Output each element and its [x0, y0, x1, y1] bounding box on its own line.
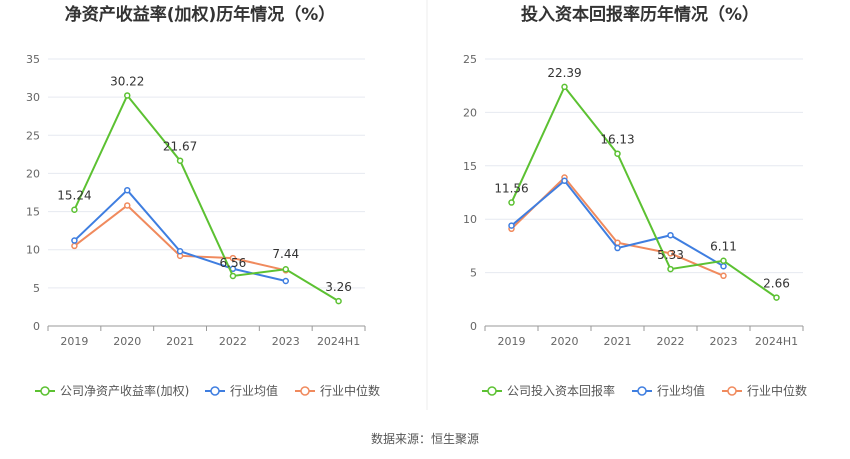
data-point	[614, 150, 621, 157]
data-label: 2.66	[763, 277, 790, 291]
data-point	[124, 92, 131, 99]
legend-item-2[interactable]: 行业均值	[632, 383, 705, 398]
data-label: 3.26	[325, 280, 352, 294]
y-tick-label: 15	[26, 206, 40, 219]
x-tick-label: 2020	[551, 335, 579, 348]
y-tick-label: 20	[463, 106, 477, 119]
x-tick-label: 2020	[113, 335, 141, 348]
x-tick-label: 2019	[498, 335, 526, 348]
data-point	[124, 202, 131, 209]
x-tick-label: 2021	[604, 335, 632, 348]
data-point	[720, 257, 727, 264]
legend-swatch-marker	[210, 386, 220, 396]
y-tick-label: 20	[26, 167, 40, 180]
series-line-2	[73, 188, 286, 282]
legend-label: 公司净资产收益率(加权)	[60, 383, 189, 398]
y-tick-label: 35	[26, 53, 40, 66]
data-point	[667, 265, 674, 273]
y-tick-label: 30	[26, 91, 40, 104]
x-tick-label: 2024H1	[317, 335, 360, 348]
x-tick-label: 2022	[219, 335, 247, 348]
legend-item-2[interactable]: 行业均值	[205, 383, 278, 398]
series-line-1	[510, 84, 778, 299]
x-tick-label: 2021	[166, 335, 194, 348]
y-tick-label: 25	[463, 53, 477, 66]
data-point	[720, 272, 727, 280]
data-point	[282, 265, 289, 273]
chart-panel-2: 投入资本回报率历年情况（%） 0 5 10 15 20 25 2019 2020 2021 2022…	[463, 4, 807, 398]
data-label: 11.56	[494, 182, 528, 196]
data-point	[71, 242, 78, 250]
legend-label: 行业中位数	[747, 383, 807, 398]
y-tick-label: 10	[463, 213, 477, 226]
data-point	[176, 247, 184, 255]
legend-item-1[interactable]: 公司投入资本回报率	[482, 383, 615, 398]
y-tick-label: 10	[26, 244, 40, 257]
chart-title: 投入资本回报率历年情况（%）	[521, 4, 759, 25]
data-label: 7.44	[272, 247, 299, 261]
legend-label: 行业均值	[657, 383, 705, 398]
data-label: 5.33	[657, 248, 684, 262]
x-tick-label: 2024H1	[755, 335, 798, 348]
data-label: 16.13	[600, 133, 634, 147]
series-line-3	[510, 176, 724, 277]
data-label: 30.22	[110, 74, 144, 88]
legend-swatch-marker	[637, 386, 647, 396]
legend-swatch-marker	[40, 386, 50, 396]
series-line-2	[510, 179, 725, 268]
data-label: 6.11	[710, 240, 737, 254]
source-note: 数据来源：恒生聚源	[371, 431, 479, 446]
data-label: 15.24	[57, 189, 91, 203]
x-tick-label: 2023	[710, 335, 738, 348]
data-point	[508, 199, 515, 206]
legend-label: 行业均值	[230, 383, 278, 398]
y-tick-label: 5	[470, 267, 477, 280]
data-point	[71, 237, 78, 244]
legend-label: 行业中位数	[320, 383, 380, 398]
data-label: 21.67	[163, 140, 197, 154]
legend-swatch-marker	[487, 386, 497, 396]
data-point	[614, 244, 621, 252]
y-tick-label: 15	[463, 160, 477, 173]
data-label: 22.39	[547, 66, 581, 80]
y-tick-label: 0	[33, 320, 40, 333]
data-point	[124, 186, 131, 194]
data-label: 6.56	[220, 256, 247, 270]
chart-title: 净资产收益率(加权)历年情况（%）	[65, 4, 336, 25]
legend-swatch-marker	[300, 386, 310, 396]
legend-item-1[interactable]: 公司净资产收益率(加权)	[35, 383, 189, 398]
data-point	[561, 83, 568, 91]
data-point	[720, 262, 727, 270]
data-point	[229, 272, 237, 280]
x-tick-label: 2022	[657, 335, 685, 348]
data-point	[176, 157, 184, 164]
data-point	[71, 206, 78, 213]
x-tick-label: 2023	[272, 335, 300, 348]
data-point	[667, 231, 674, 239]
data-point	[561, 177, 568, 185]
legend-swatch-marker	[727, 386, 737, 396]
data-point	[667, 250, 674, 257]
y-tick-label: 0	[470, 320, 477, 333]
data-point	[282, 277, 289, 285]
data-point	[773, 294, 780, 301]
data-point	[335, 297, 342, 305]
y-tick-label: 25	[26, 129, 40, 142]
data-point	[229, 254, 237, 262]
series-line-1	[73, 93, 340, 302]
legend-item-3[interactable]: 行业中位数	[295, 383, 380, 398]
chart-panel-1: 净资产收益率(加权)历年情况（%） 0 5 10 15 20 25 30 35 2019 2020 2…	[26, 4, 380, 398]
legend-item-3[interactable]: 行业中位数	[722, 383, 807, 398]
y-tick-label: 5	[33, 282, 40, 295]
data-point	[508, 222, 515, 229]
x-tick-label: 2019	[60, 335, 88, 348]
legend-label: 公司投入资本回报率	[507, 383, 615, 398]
series-line-3	[73, 204, 286, 272]
